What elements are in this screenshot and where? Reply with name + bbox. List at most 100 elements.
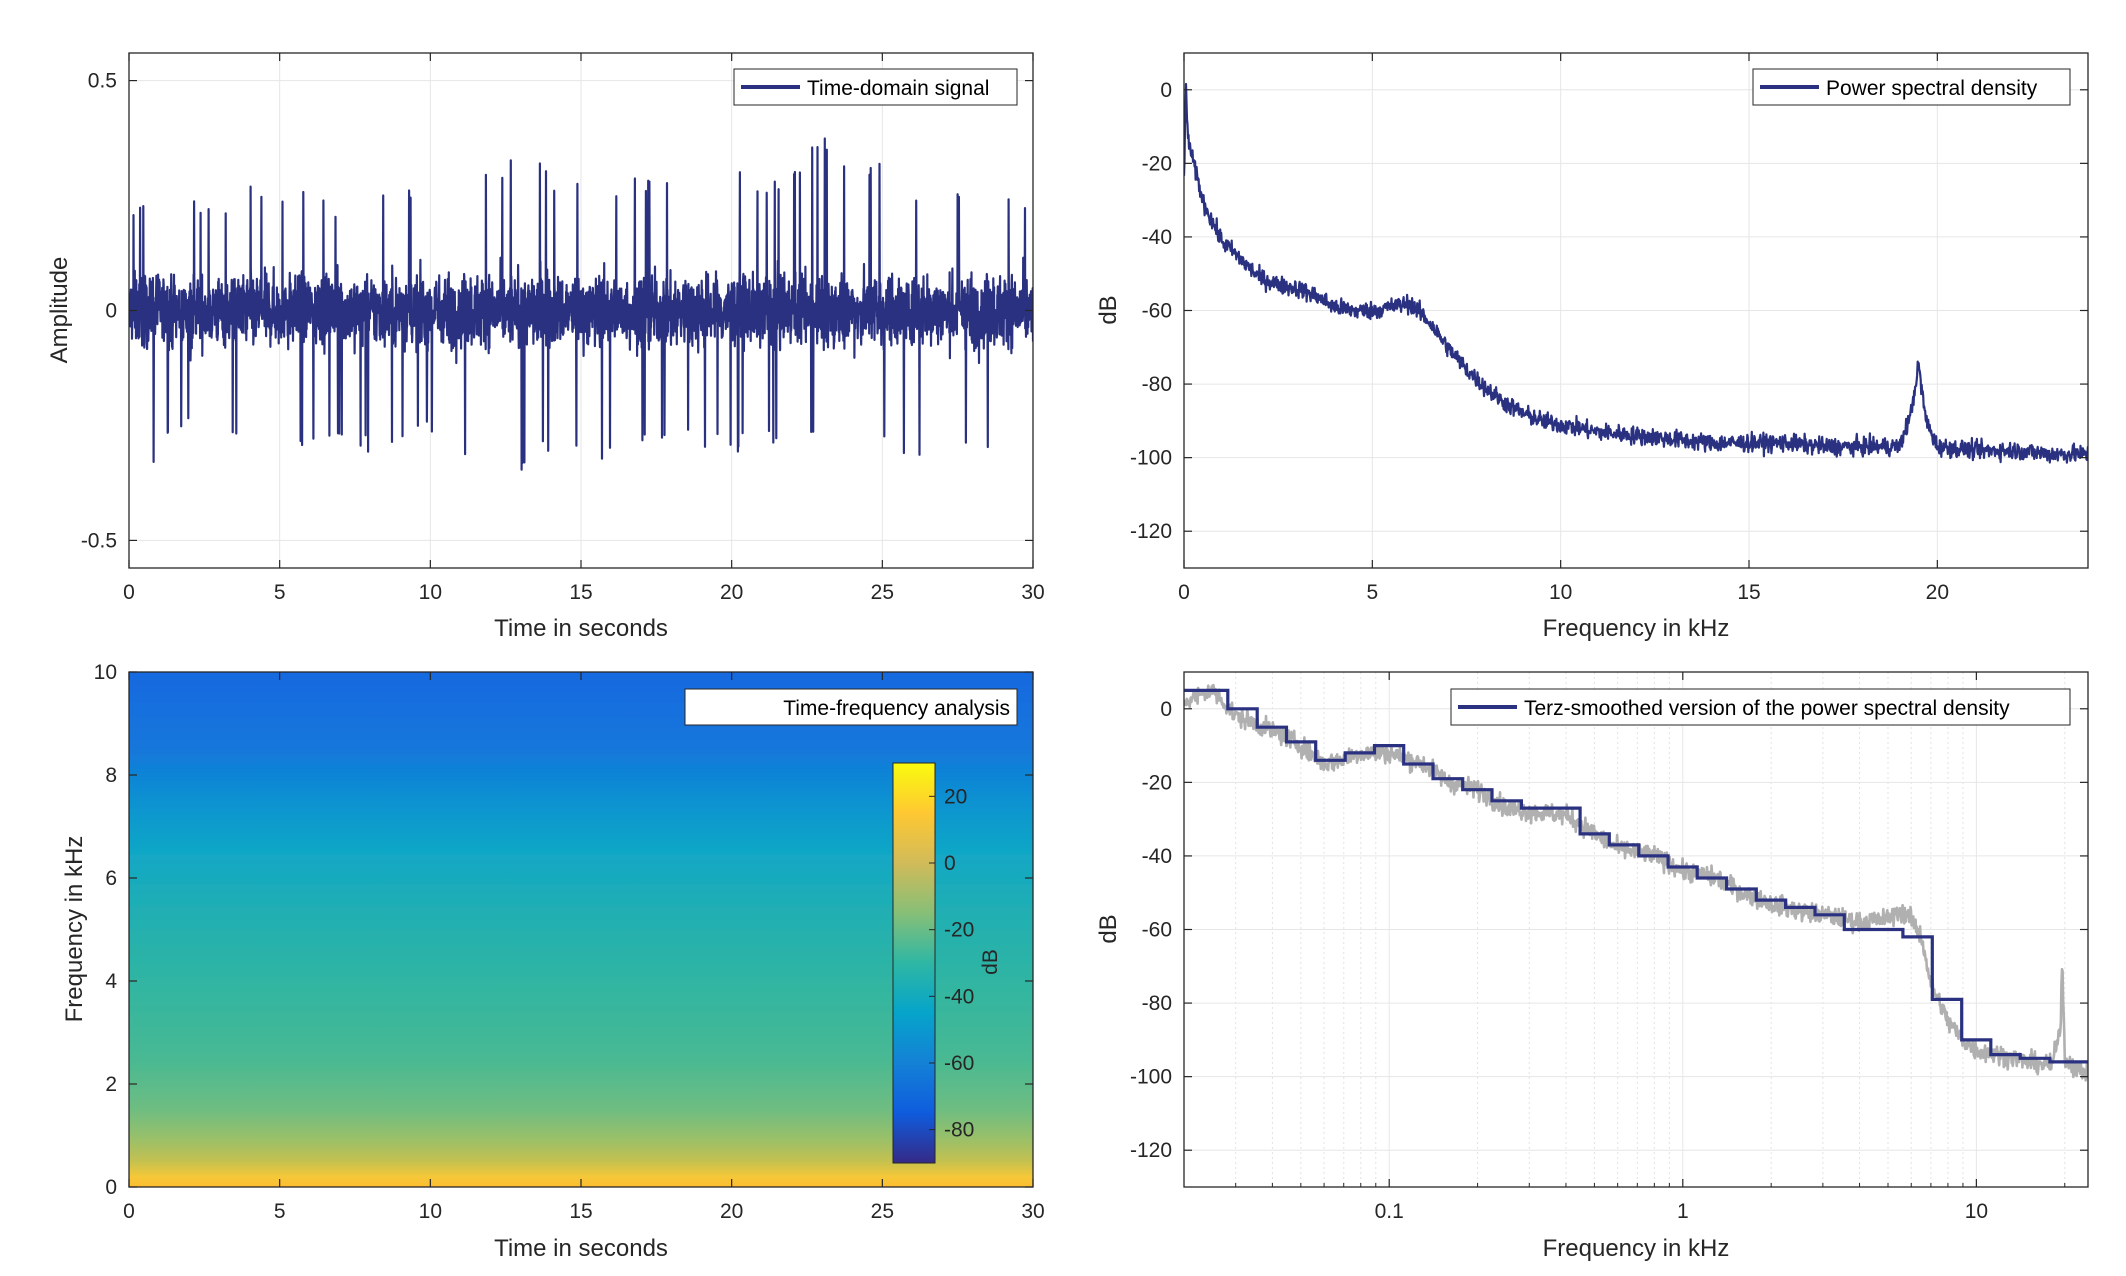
spectrogram-image — [129, 672, 1033, 1187]
x-tick-label: 0 — [1178, 581, 1190, 604]
tick-marks — [128, 53, 1034, 568]
x-axis-label: Frequency in kHz — [1543, 615, 1730, 642]
y-tick-label: -100 — [1130, 447, 1172, 470]
legend: Terz-smoothed version of the power spect… — [1450, 688, 2071, 726]
colorbar-tick-label: -60 — [944, 1052, 974, 1075]
x-tick-label: 15 — [569, 1200, 592, 1223]
psd-panel: 0 5 10 15 20 0 -20 -40 -60 -80 -100 -120 Frequency… — [1095, 52, 2089, 642]
legend-label: Power spectral density — [1826, 77, 2038, 100]
x-axis-label: Time in seconds — [494, 1235, 668, 1262]
y-tick-labels: 0 -20 -40 -60 -80 -100 -120 — [1130, 79, 1172, 543]
colorbar-tick-label: 0 — [944, 852, 956, 875]
time-domain-panel: 0 5 10 15 20 25 30 -0.5 0 0.5 Time in seconds Am… — [46, 52, 1045, 642]
x-tick-label: 5 — [274, 1200, 286, 1223]
y-tick-labels: 0 -20 -40 -60 -80 -100 -120 — [1130, 698, 1172, 1162]
legend-label: Time-domain signal — [807, 77, 989, 100]
x-tick-label: 10 — [1965, 1200, 1988, 1223]
y-tick-label: -80 — [1142, 373, 1172, 396]
legend-box — [733, 68, 1018, 106]
x-tick-labels: 0 5 10 15 20 25 30 — [123, 1200, 1045, 1223]
y-tick-label: 0 — [1160, 79, 1172, 102]
y-tick-label: -120 — [1130, 520, 1172, 543]
y-tick-label: -20 — [1142, 152, 1172, 175]
x-tick-label: 30 — [1021, 581, 1044, 604]
y-axis-label: dB — [1095, 295, 1122, 324]
y-tick-label: -120 — [1130, 1139, 1172, 1162]
legend-box — [1450, 688, 2071, 726]
colorbar-tick-label: 20 — [944, 785, 967, 808]
legend-label: Time-frequency analysis — [783, 697, 1010, 720]
x-tick-label: 5 — [1366, 581, 1378, 604]
colorbar-gradient — [892, 762, 936, 1164]
legend: Power spectral density — [1752, 68, 2071, 106]
y-tick-label: 0 — [1160, 698, 1172, 721]
psd-line — [1184, 82, 2088, 464]
legend-box — [684, 688, 1018, 726]
y-tick-label: 0 — [105, 300, 117, 323]
x-tick-labels: 0 5 10 15 20 25 30 — [123, 581, 1045, 604]
y-tick-label: 2 — [105, 1073, 117, 1096]
x-tick-label: 10 — [419, 1200, 442, 1223]
colorbar-ticks: 20 0 -20 -40 -60 -80 — [929, 785, 974, 1142]
grid-lines — [1184, 672, 2088, 1187]
x-tick-label: 25 — [871, 581, 894, 604]
y-tick-label: -80 — [1142, 992, 1172, 1015]
x-tick-label: 20 — [720, 581, 743, 604]
x-tick-label: 15 — [569, 581, 592, 604]
x-tick-label: 25 — [871, 1200, 894, 1223]
terz-marks — [1184, 683, 2088, 1082]
y-tick-label: 8 — [105, 764, 117, 787]
x-tick-label: 15 — [1737, 581, 1760, 604]
colorbar-tick-label: -40 — [944, 985, 974, 1008]
y-tick-label: -100 — [1130, 1066, 1172, 1089]
x-tick-label: 0 — [123, 581, 135, 604]
signal-line — [129, 137, 1033, 471]
legend: Time-domain signal — [733, 68, 1018, 106]
y-tick-label: -60 — [1142, 300, 1172, 323]
x-tick-labels: 0.1 1 10 — [1375, 1200, 1988, 1223]
y-tick-label: -0.5 — [81, 529, 117, 552]
terz-step-line — [1184, 688, 2088, 1064]
y-axis-label: Amplitude — [46, 257, 73, 364]
colorbar-label: dB — [979, 949, 1002, 975]
x-tick-label: 1 — [1677, 1200, 1689, 1223]
x-axis-label: Frequency in kHz — [1543, 1235, 1730, 1262]
y-tick-label: -40 — [1142, 226, 1172, 249]
x-tick-label: 30 — [1021, 1200, 1044, 1223]
signal-marks — [129, 137, 1033, 471]
y-tick-labels: 0 2 4 6 8 10 — [94, 661, 118, 1199]
spectrogram-panel: 0 5 10 15 20 25 30 0 2 4 6 8 10 Time in seconds Fre… — [61, 661, 1045, 1262]
y-tick-label: 10 — [94, 661, 117, 684]
tick-marks — [128, 671, 1034, 1188]
y-tick-label: 6 — [105, 867, 117, 890]
y-tick-label: 0.5 — [88, 70, 117, 93]
legend-label: Terz-smoothed version of the power spect… — [1524, 697, 2010, 720]
legend: Time-frequency analysis — [684, 688, 1018, 726]
x-tick-label: 20 — [1926, 581, 1949, 604]
y-tick-label: -20 — [1142, 771, 1172, 794]
x-tick-labels: 0 5 10 15 20 — [1178, 581, 1949, 604]
x-tick-label: 20 — [720, 1200, 743, 1223]
y-axis-label: Frequency in kHz — [61, 836, 88, 1023]
y-tick-label: 0 — [105, 1176, 117, 1199]
tick-marks — [1183, 53, 2088, 568]
y-tick-labels: -0.5 0 0.5 — [81, 70, 117, 553]
psd-marks — [1184, 82, 2088, 464]
raw-psd-line — [1184, 683, 2088, 1082]
x-tick-label: 10 — [419, 581, 442, 604]
colorbar: 20 0 -20 -40 -60 -80 dB — [892, 762, 1002, 1164]
y-axis-label: dB — [1095, 914, 1122, 943]
y-tick-label: 4 — [105, 970, 117, 993]
y-tick-label: -40 — [1142, 845, 1172, 868]
colorbar-tick-label: -20 — [944, 919, 974, 942]
colorbar-tick-label: -80 — [944, 1119, 974, 1142]
x-tick-label: 0 — [123, 1200, 135, 1223]
x-tick-label: 5 — [274, 581, 286, 604]
x-axis-label: Time in seconds — [494, 615, 668, 642]
tick-marks — [1184, 672, 2088, 1187]
x-tick-label: 0.1 — [1375, 1200, 1404, 1223]
x-tick-label: 10 — [1549, 581, 1572, 604]
terz-psd-panel: 0.1 1 10 0 -20 -40 -60 -80 -100 -120 Frequency i… — [1095, 671, 2089, 1262]
y-tick-label: -60 — [1142, 919, 1172, 942]
